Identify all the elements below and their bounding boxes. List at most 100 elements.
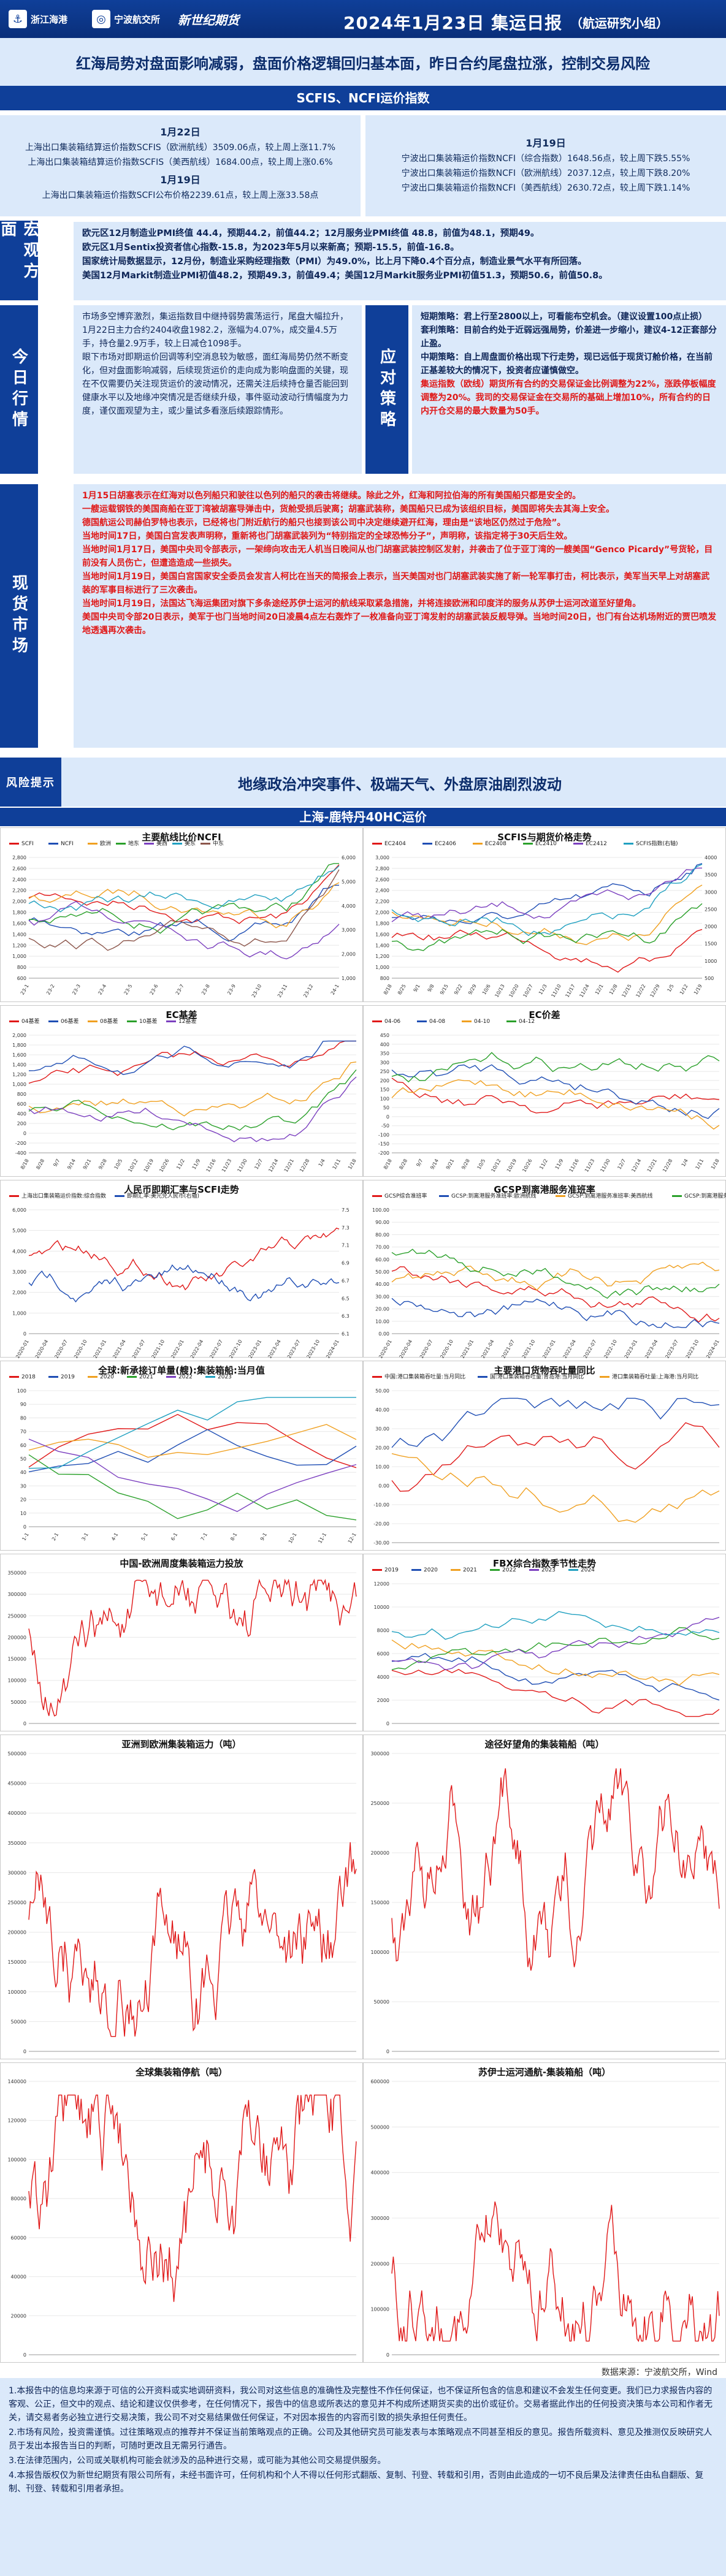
zhejiang-port-logo: ⚓ 浙江海港 xyxy=(9,7,67,31)
legend-swatch xyxy=(451,1569,460,1571)
chart-c6: GCSP到离港服务准班率 100.00 90.00 80.00 70.00 60.00 50… xyxy=(363,1180,726,1358)
y-tick-label: 140000 xyxy=(7,2079,26,2084)
right-y-tick-label: 6.7 xyxy=(342,1278,350,1283)
chart-title: FBX综合指数季节性走势 xyxy=(492,1558,597,1569)
legend-label: GCSP综合准班率 xyxy=(384,1192,427,1199)
legend-label: EC2410 xyxy=(535,841,557,847)
disclaimer-3: 3.在法律范围内，公司或关联机构可能会就涉及的品种进行交易，或可能为其他公司交易… xyxy=(9,2456,386,2466)
right-y-tick-label: 1500 xyxy=(705,941,717,947)
x-tick-label: 10/5 xyxy=(113,1158,124,1171)
x-tick-label: 11/16 xyxy=(205,1158,217,1173)
index-left-panel: 1月22日 上海出口集装箱结算运价指数SCFIS（欧洲航线）3509.06点，较… xyxy=(0,115,361,216)
x-tick-label: 2021-10 xyxy=(521,1339,537,1359)
y-tick-label: 1,200 xyxy=(375,954,389,959)
legend-label: 上海出口集装箱运价指数:综合指数 xyxy=(21,1192,106,1199)
legend-label: NCFI xyxy=(61,841,74,847)
series-line xyxy=(391,2201,720,2342)
macro-eurozone-pmi: 欧元区12月制造业PMI终值 44.4，预期44.2，前值44.2；12月服务业… xyxy=(82,229,540,238)
legend-label: 欧洲 xyxy=(100,840,111,847)
y-tick-label: 20000 xyxy=(11,2313,26,2319)
x-tick-label: 2020-07 xyxy=(53,1339,69,1359)
market-line-8: 美国中央司令部20日表示，美军于也门当地时间20日凌晨4点左右轰炸了一枚准备向亚… xyxy=(82,612,717,636)
ncfi-europe: 宁波出口集装箱运价指数NCFI（欧洲航线）2037.12点，较上周下跌8.20% xyxy=(401,169,690,178)
series-line xyxy=(391,1611,720,1640)
y-tick-label: 2,400 xyxy=(375,888,389,894)
series-line xyxy=(391,884,703,946)
x-tick-label: 10/12 xyxy=(490,1158,502,1173)
x-tick-label: 10/19 xyxy=(143,1158,155,1173)
x-tick-label: 11/24 xyxy=(578,984,590,998)
legend-label: 美西 xyxy=(156,840,167,847)
x-tick-label: 10/13 xyxy=(494,984,505,998)
y-tick-label: 4000 xyxy=(377,1674,389,1680)
x-tick-label: 10/26 xyxy=(521,1158,533,1173)
strategy-short: 短期策略：君上行至2800以上，可看能布空机会。（建议设置100点止损） xyxy=(421,312,708,322)
y-tick-label: 250000 xyxy=(370,1801,389,1806)
y-tick-label: 300000 xyxy=(7,1592,26,1597)
chart-svg: 12000 10000 8000 6000 4000 2000 0 2019 2020 2021 2… xyxy=(372,1567,720,1727)
x-tick-label: 24-1 xyxy=(330,984,340,996)
legend-label: 美东 xyxy=(185,840,196,847)
series-line xyxy=(391,1297,720,1328)
y-tick-label: 100000 xyxy=(370,2307,389,2312)
y-tick-label: 40 xyxy=(20,1470,26,1475)
x-tick-label: 2023-01 xyxy=(248,1339,263,1359)
legend-label: 04-10 xyxy=(474,1019,490,1025)
series-line xyxy=(391,1266,720,1323)
chart-title: GCSP到离港服务准班率 xyxy=(494,1184,595,1195)
legend-label: 04-12 xyxy=(519,1019,535,1025)
market-line-1: 1月15日胡塞表示在红海对以色列船只和驶往以色列的船只的袭击将继续。除此之外，红… xyxy=(82,491,581,501)
y-tick-label: 500000 xyxy=(7,1751,26,1757)
x-tick-label: 9/28 xyxy=(460,1158,471,1171)
x-tick-label: 10-1 xyxy=(288,1532,298,1544)
legend-swatch xyxy=(462,1020,472,1022)
strategy-arbitrage: 套利策略：目前合约处于近弱远强局势，价差进一步缩小，建议4-12正套部分止盈。 xyxy=(421,325,717,349)
y-tick-label: 10.00 xyxy=(375,1464,389,1470)
y-tick-label: 70 xyxy=(20,1429,26,1435)
x-tick-label: 9/7 xyxy=(415,1158,424,1168)
chart-svg: 350000 300000 250000 200000 150000 100000 5000… xyxy=(7,1570,357,1727)
legend-swatch xyxy=(372,1195,382,1197)
series-line xyxy=(28,1076,357,1142)
x-tick-label: 12/7 xyxy=(253,1158,264,1171)
y-tick-label: 1,600 xyxy=(375,932,389,937)
right-y-tick-label: 7.5 xyxy=(342,1207,350,1213)
x-tick-label: 11-1 xyxy=(317,1532,327,1544)
legend-label: EC2406 xyxy=(435,841,456,847)
data-source: 数据来源：宁波航交所，Wind xyxy=(601,2368,717,2377)
series-line xyxy=(28,1578,357,1717)
chart-title: EC价差 xyxy=(529,1009,560,1020)
y-tick-label: 100 xyxy=(380,1096,389,1101)
y-tick-label: 200 xyxy=(17,1121,26,1127)
legend-label: 2021 xyxy=(463,1567,477,1573)
legend-swatch xyxy=(372,1569,382,1571)
right-y-tick-label: 6.5 xyxy=(342,1296,350,1301)
x-tick-label: 11/30 xyxy=(599,1158,611,1173)
series-line xyxy=(391,867,703,922)
chart-svg: 2,000 1,800 1,600 1,400 1,200 1,000 800 600 400 2… xyxy=(9,1017,357,1173)
legend-swatch xyxy=(48,1020,58,1022)
x-tick-label: 23-11 xyxy=(277,984,288,999)
series-line xyxy=(28,864,340,924)
x-tick-label: 23-3 xyxy=(71,984,82,996)
y-tick-label: 800 xyxy=(17,965,26,970)
x-tick-label: 1/11 xyxy=(332,1158,342,1171)
y-tick-label: 1,800 xyxy=(12,1043,26,1048)
y-tick-label: 0 xyxy=(386,2352,389,2358)
x-tick-label: 11/9 xyxy=(554,1158,565,1171)
x-tick-label: 12/1 xyxy=(594,984,605,996)
legend-label: 04-08 xyxy=(429,1019,445,1025)
right-y-tick-label: 6,000 xyxy=(342,855,356,861)
right-y-tick-label: 4,000 xyxy=(342,903,356,909)
x-tick-label: 9/28 xyxy=(97,1158,108,1171)
x-tick-label: 11/2 xyxy=(175,1158,186,1171)
legend-label: EC2408 xyxy=(485,841,506,847)
y-tick-label: 450000 xyxy=(7,1781,26,1787)
series-line xyxy=(391,1453,720,1523)
x-tick-label: 23-10 xyxy=(251,984,262,999)
x-tick-label: 8/25 xyxy=(397,984,407,996)
y-tick-label: 8000 xyxy=(377,1628,389,1633)
x-tick-label: 6-1 xyxy=(170,1532,178,1542)
y-tick-label: 90.00 xyxy=(375,1220,389,1225)
legend-swatch xyxy=(523,843,533,845)
